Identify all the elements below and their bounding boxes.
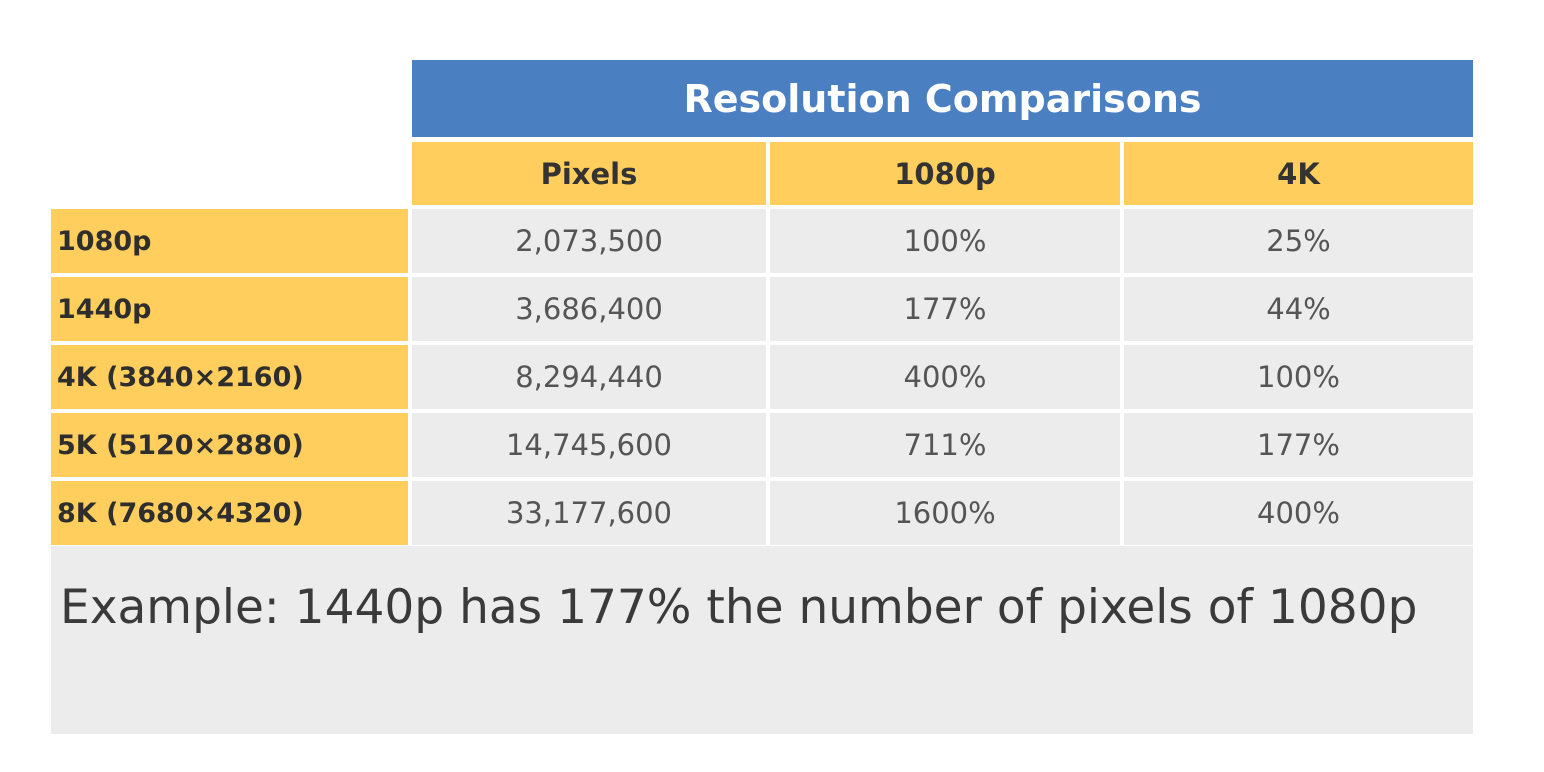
row-header-4k: 4K (3840×2160) xyxy=(51,345,408,409)
cell-1080p-pixels: 2,073,500 xyxy=(412,209,766,273)
cell-5k-pixels: 14,745,600 xyxy=(412,413,766,477)
resolution-table: Pixels 1080p 4K 1080p 2,073,500 100% 25%… xyxy=(51,142,1473,545)
cell-4k-pixels: 8,294,440 xyxy=(412,345,766,409)
cell-4k-vs-4k: 100% xyxy=(1124,345,1473,409)
cell-1440p-pixels: 3,686,400 xyxy=(412,277,766,341)
row-header-1080p: 1080p xyxy=(51,209,408,273)
cell-4k-vs-1080p: 400% xyxy=(770,345,1120,409)
table-corner xyxy=(51,142,408,205)
column-header-4k: 4K xyxy=(1124,142,1473,205)
cell-1440p-vs-4k: 44% xyxy=(1124,277,1473,341)
table-title: Resolution Comparisons xyxy=(412,60,1473,137)
column-header-pixels: Pixels xyxy=(412,142,766,205)
cell-1080p-vs-4k: 25% xyxy=(1124,209,1473,273)
cell-5k-vs-4k: 177% xyxy=(1124,413,1473,477)
cell-1080p-vs-1080p: 100% xyxy=(770,209,1120,273)
cell-1440p-vs-1080p: 177% xyxy=(770,277,1120,341)
row-header-5k: 5K (5120×2880) xyxy=(51,413,408,477)
example-note: Example: 1440p has 177% the number of pi… xyxy=(51,546,1473,734)
cell-5k-vs-1080p: 711% xyxy=(770,413,1120,477)
cell-8k-vs-1080p: 1600% xyxy=(770,481,1120,545)
row-header-1440p: 1440p xyxy=(51,277,408,341)
cell-8k-pixels: 33,177,600 xyxy=(412,481,766,545)
cell-8k-vs-4k: 400% xyxy=(1124,481,1473,545)
column-header-1080p: 1080p xyxy=(770,142,1120,205)
row-header-8k: 8K (7680×4320) xyxy=(51,481,408,545)
